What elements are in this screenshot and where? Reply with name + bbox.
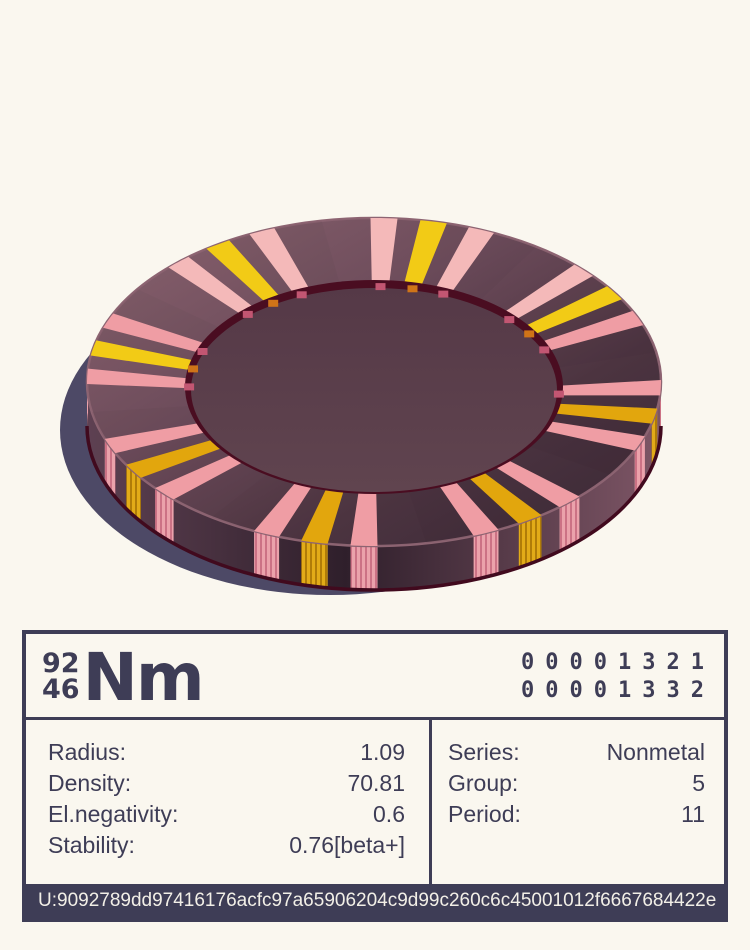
property-row: Period: 11 (448, 799, 705, 830)
element-codes: 00001321 00001332 (521, 634, 715, 717)
chip-bottom-outline (85, 425, 663, 592)
property-label: Radius: (48, 739, 126, 765)
element-card-header: 92 46 Nm 00001321 00001332 (26, 634, 724, 717)
property-row: Stability: 0.76[beta+] (48, 830, 405, 861)
property-label: Stability: (48, 832, 135, 858)
property-value: 70.81 (347, 770, 405, 796)
properties-left: Radius: 1.09 Density: 70.81 El.negativity: 0.… (26, 720, 429, 884)
atomic-number: 46 (42, 674, 80, 705)
properties-right: Series: Nonmetal Group: 5 Period: 11 (429, 720, 724, 884)
chip-recess-floor (191, 288, 557, 492)
property-value: 11 (681, 801, 705, 827)
footer-hash: U:9092789dd97416176acfc97a65906204c9d99c… (38, 890, 717, 911)
property-value: 0.6 (373, 801, 405, 827)
property-row: El.negativity: 0.6 (48, 799, 405, 830)
atomic-numbers: 92 46 (42, 634, 80, 717)
property-row: Series: Nonmetal (448, 737, 705, 768)
property-value: 5 (692, 770, 705, 796)
chip-rim-stripes (87, 218, 661, 546)
property-label: Period: (448, 801, 521, 827)
property-value: Nonmetal (606, 739, 705, 765)
property-value: 1.09 (360, 739, 405, 765)
chip-illustration (60, 216, 663, 595)
property-label: El.negativity: (48, 801, 179, 827)
element-card: 92 46 Nm 00001321 00001332 Radius: 1.09 De… (22, 630, 728, 922)
chip-illustration-area (60, 216, 663, 595)
property-row: Density: 70.81 (48, 768, 405, 799)
property-label: Series: (448, 739, 520, 765)
property-label: Group: (448, 770, 519, 796)
chip-side (87, 382, 661, 590)
code-line-1: 00001321 (521, 650, 715, 675)
element-card-body: Radius: 1.09 Density: 70.81 El.negativity: 0.… (26, 717, 724, 884)
property-value: 0.76[beta+] (289, 832, 405, 858)
chip-inner-wall-marks (184, 283, 564, 398)
mass-number: 92 (42, 648, 80, 679)
code-line-2: 00001332 (521, 678, 715, 703)
property-row: Group: 5 (448, 768, 705, 799)
property-row: Radius: 1.09 (48, 737, 405, 768)
element-symbol: Nm (82, 639, 205, 716)
property-label: Density: (48, 770, 132, 796)
footer-hash-bar: U:9092789dd97416176acfc97a65906204c9d99c… (26, 884, 724, 918)
